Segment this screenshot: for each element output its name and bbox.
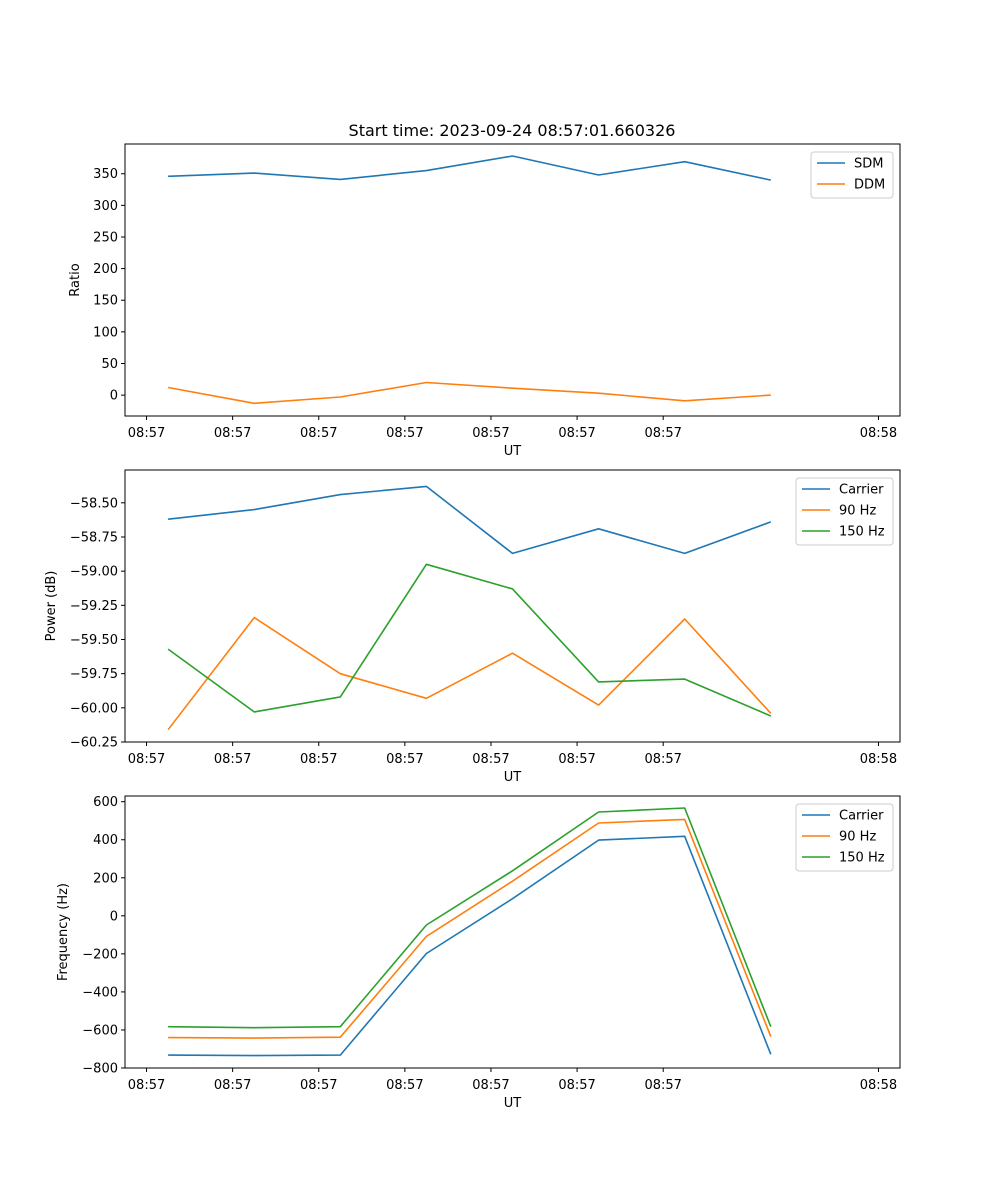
legend-label: Carrier [839, 809, 884, 824]
x-tick-label: 08:57 [558, 426, 595, 441]
x-axis-label: UT [504, 444, 522, 459]
y-tick-label: −59.50 [70, 633, 118, 648]
series-line-90-hz [168, 818, 772, 1039]
legend-label: 90 Hz [839, 504, 876, 519]
y-tick-label: −60.00 [70, 701, 118, 716]
x-tick-label: 08:58 [860, 1078, 897, 1093]
x-tick-label: 08:57 [300, 752, 337, 767]
y-axis-label: Power (dB) [44, 571, 59, 642]
chart-title: Start time: 2023-09-24 08:57:01.660326 [349, 121, 676, 140]
x-tick-label: 08:57 [472, 1078, 509, 1093]
y-tick-label: 0 [110, 909, 118, 924]
y-tick-label: 250 [93, 230, 118, 245]
series-line-150-hz [168, 807, 772, 1029]
legend-box [795, 477, 894, 546]
x-axis-label: UT [504, 1096, 522, 1111]
x-tick-label: 08:57 [644, 1078, 681, 1093]
y-tick-label: 0 [110, 389, 118, 404]
y-tick-label: 350 [93, 167, 118, 182]
x-tick-label: 08:57 [644, 426, 681, 441]
y-tick-label: −59.00 [70, 565, 118, 580]
y-tick-label: 150 [93, 294, 118, 309]
series-line-carrier [168, 485, 772, 555]
y-tick-label: 300 [93, 199, 118, 214]
series-line-ddm [167, 381, 771, 405]
y-tick-label: 600 [93, 795, 118, 810]
y-tick-label: 400 [93, 833, 118, 848]
y-tick-label: 100 [93, 325, 118, 340]
y-tick-label: −58.50 [70, 496, 118, 511]
series-line-90-hz [167, 616, 772, 731]
x-tick-label: 08:57 [128, 426, 165, 441]
y-tick-label: 50 [101, 357, 118, 372]
x-tick-label: 08:57 [386, 752, 423, 767]
x-tick-label: 08:57 [558, 752, 595, 767]
axes-frame [124, 795, 901, 1069]
x-tick-label: 08:57 [644, 752, 681, 767]
x-tick-label: 08:57 [300, 426, 337, 441]
axes-frame [124, 469, 901, 743]
x-tick-label: 08:58 [860, 426, 897, 441]
legend-label: 150 Hz [839, 851, 885, 866]
x-tick-label: 08:57 [300, 1078, 337, 1093]
y-axis-label: Ratio [68, 263, 83, 296]
y-tick-label: −400 [82, 985, 118, 1000]
y-tick-label: −200 [82, 947, 118, 962]
x-tick-label: 08:57 [386, 426, 423, 441]
legend-label: SDM [854, 157, 883, 172]
series-line-sdm [168, 155, 771, 181]
series-line-carrier [168, 835, 772, 1057]
x-tick-label: 08:57 [386, 1078, 423, 1093]
y-tick-label: −60.25 [70, 736, 118, 751]
y-tick-label: −59.75 [70, 667, 118, 682]
axes-frame [124, 143, 901, 417]
x-axis-label: UT [504, 770, 522, 785]
y-tick-label: 200 [93, 262, 118, 277]
y-tick-label: −58.75 [70, 530, 118, 545]
x-tick-label: 08:57 [472, 752, 509, 767]
x-tick-label: 08:57 [128, 1078, 165, 1093]
y-tick-label: −59.25 [70, 599, 118, 614]
y-tick-label: 200 [93, 871, 118, 886]
legend-label: 90 Hz [839, 830, 876, 845]
y-tick-label: −600 [82, 1023, 118, 1038]
x-tick-label: 08:57 [214, 426, 251, 441]
x-tick-label: 08:57 [472, 426, 509, 441]
x-tick-label: 08:57 [558, 1078, 595, 1093]
series-line-150-hz [167, 563, 772, 717]
y-tick-label: −800 [82, 1062, 118, 1077]
x-tick-label: 08:57 [214, 1078, 251, 1093]
y-axis-label: Frequency (Hz) [56, 883, 71, 981]
x-tick-label: 08:58 [860, 752, 897, 767]
legend-label: Carrier [839, 483, 884, 498]
legend-label: 150 Hz [839, 525, 885, 540]
x-tick-label: 08:57 [214, 752, 251, 767]
legend-box [795, 803, 894, 872]
x-tick-label: 08:57 [128, 752, 165, 767]
legend-label: DDM [854, 178, 885, 193]
